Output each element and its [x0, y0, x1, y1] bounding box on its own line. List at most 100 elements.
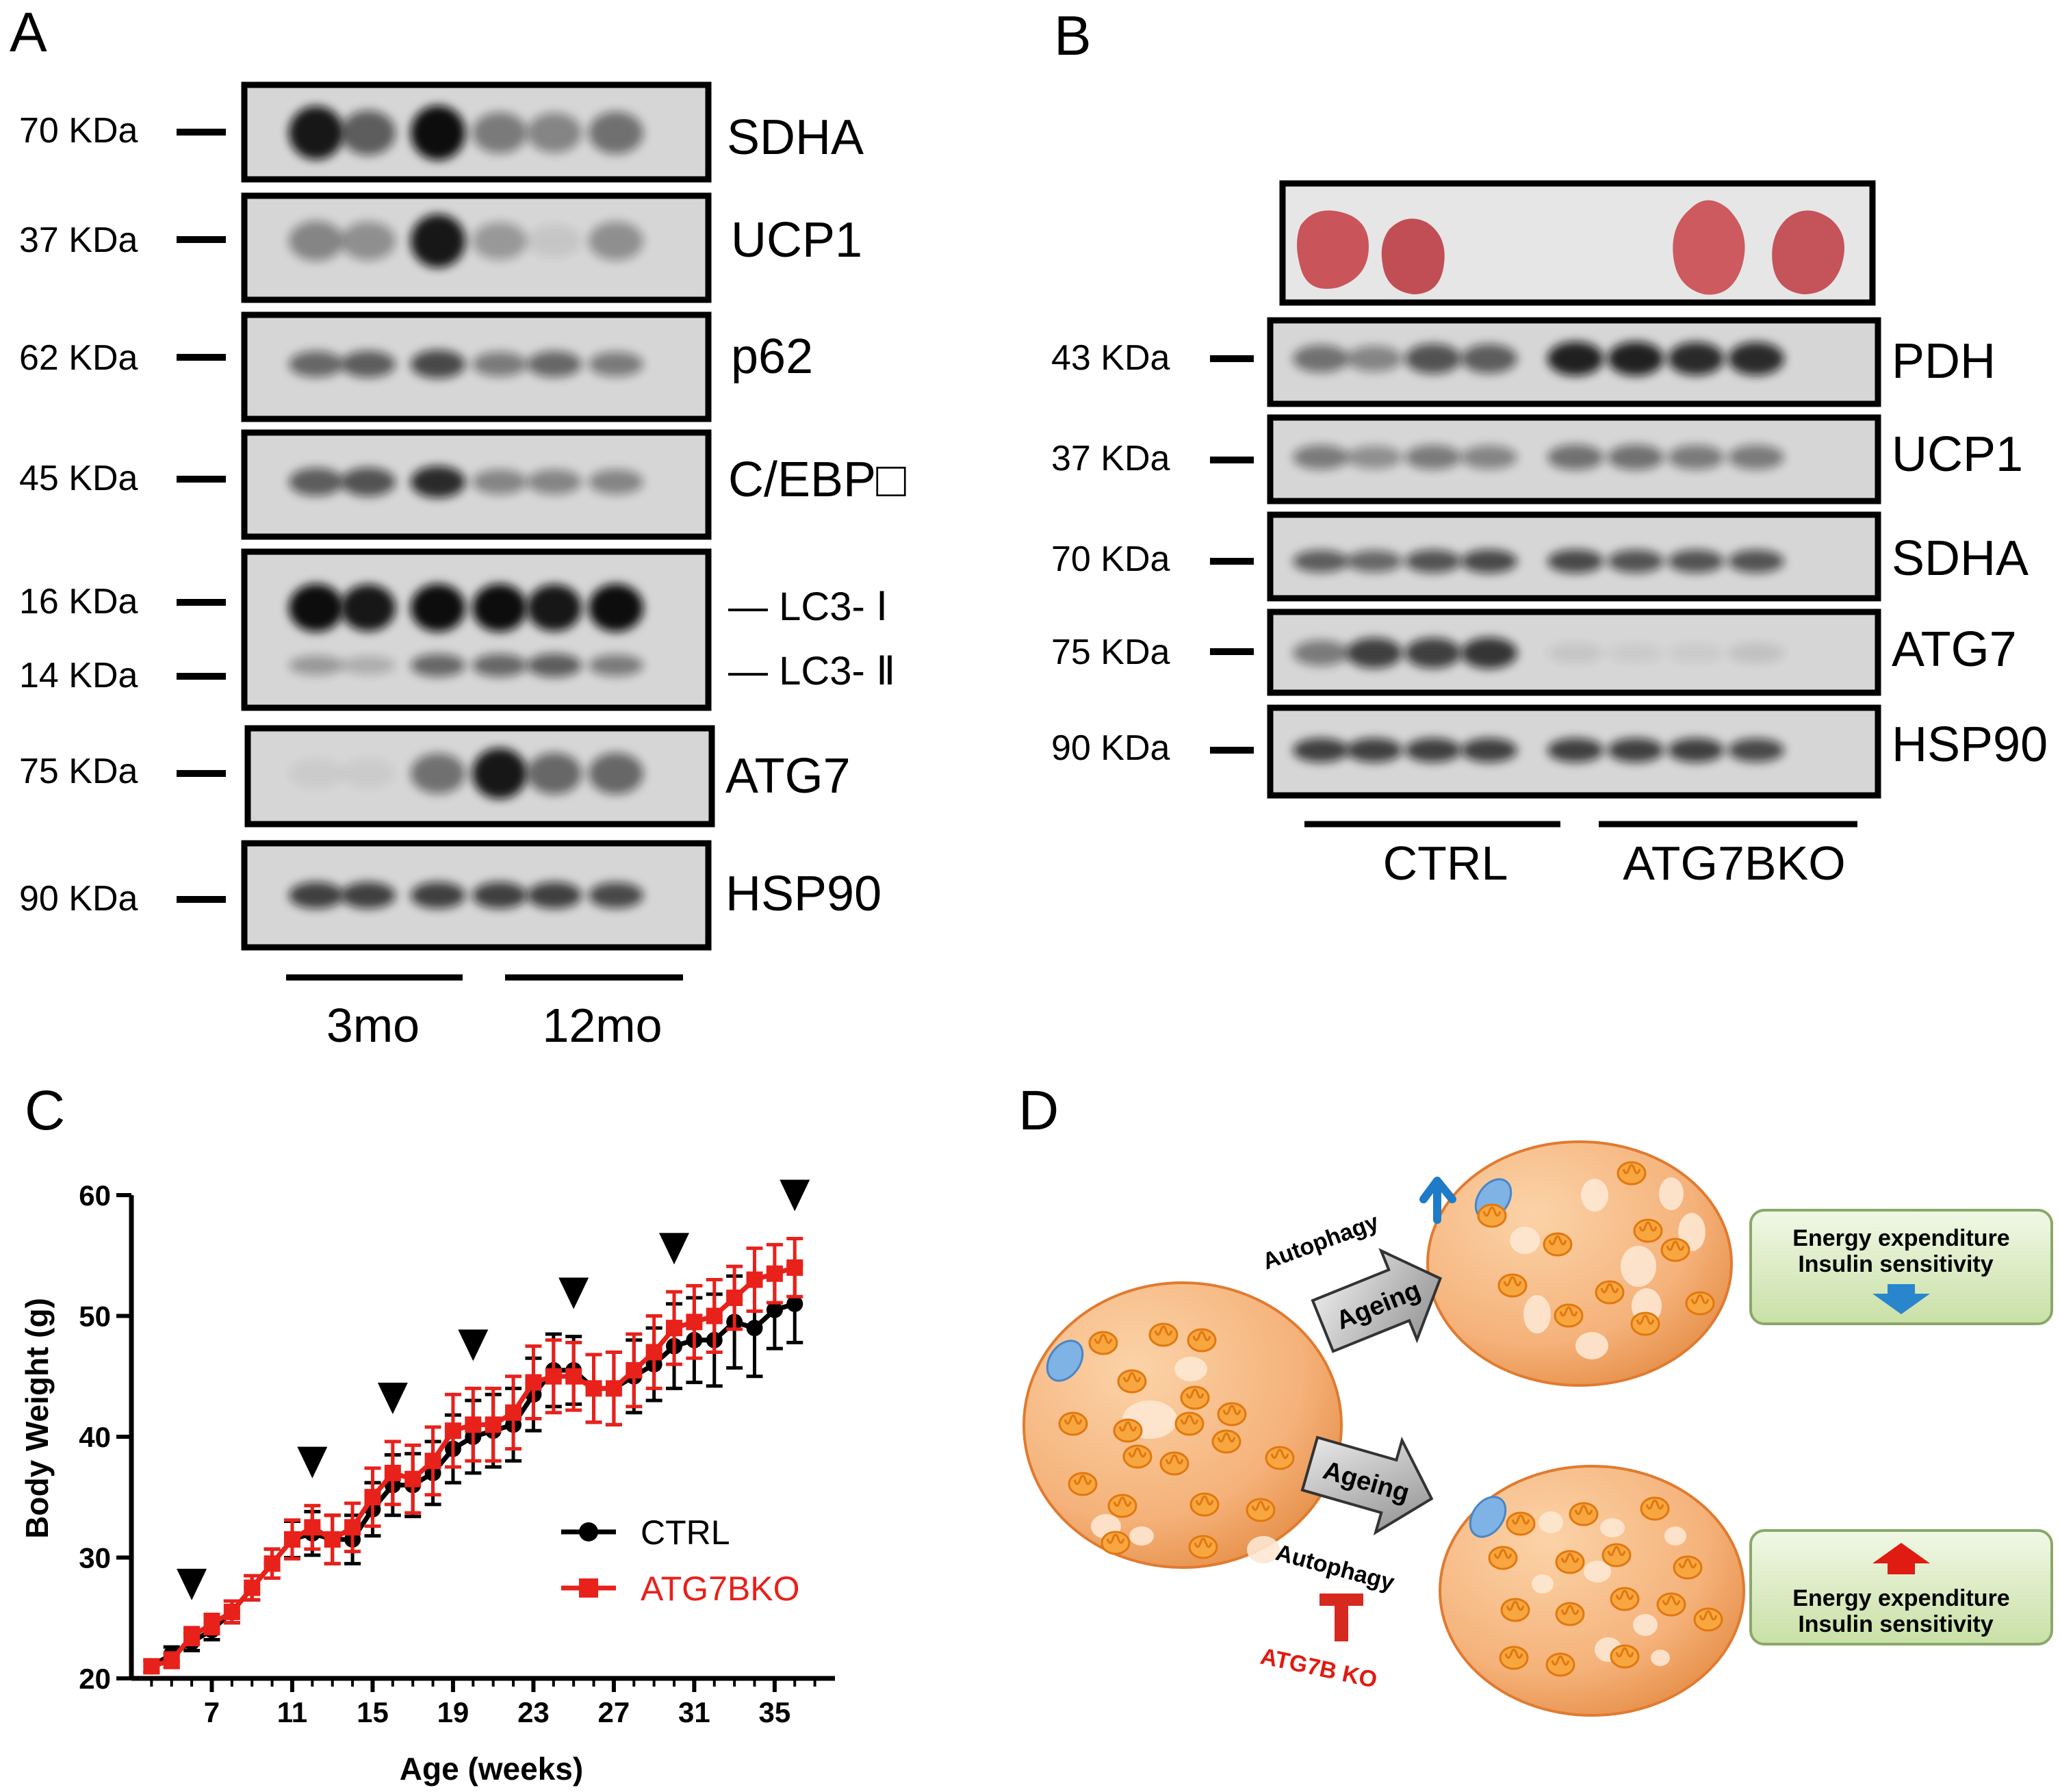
legend-label-ctrl: CTRL [641, 1513, 730, 1552]
mitochondrion-icon [1601, 1543, 1632, 1567]
panel-a-band [341, 110, 396, 155]
panel-a-band [411, 105, 465, 160]
mitochondrion-icon [1100, 1531, 1131, 1555]
mitochondrion-icon [1660, 1238, 1690, 1262]
panel-b-band [1461, 738, 1517, 763]
panel-b-band [1608, 444, 1664, 470]
data-point [746, 1271, 763, 1288]
panel-a-band [289, 758, 344, 789]
data-point [324, 1531, 341, 1548]
mitochondrion-icon [1499, 1646, 1529, 1670]
panel-d-schematic: Ageing Autophagy Ageing Autophagy ATG7B … [1022, 1140, 2053, 1717]
panel-b-band [1405, 637, 1461, 669]
mitochondrion-icon [1117, 1369, 1147, 1394]
panel-b-band [1668, 738, 1724, 763]
data-point [545, 1368, 562, 1385]
legend-label-atg7bko: ATG7BKO [641, 1570, 799, 1608]
data-point [605, 1380, 622, 1397]
significance-arrow-icon [780, 1179, 810, 1212]
panel-a-band [527, 882, 582, 909]
data-point [244, 1579, 261, 1596]
significance-arrow-icon [659, 1233, 690, 1265]
panel-b-protein-label: HSP90 [1892, 717, 2048, 772]
panel-a-band [289, 468, 344, 496]
result-box-top: Energy expenditure Insulin sensitivity [1749, 1209, 2053, 1325]
data-point [726, 1290, 743, 1307]
panel-a-mw-label: 14 KDa [19, 656, 138, 695]
panel-b-band [1728, 342, 1784, 376]
mitochondrion-icon [1500, 1598, 1530, 1622]
panel-a-band [472, 351, 527, 377]
panel-a-mw-label: 90 KDa [19, 879, 138, 919]
y-tick-label: 40 [79, 1421, 111, 1453]
panel-a-band [527, 350, 582, 378]
mitochondrion-icon [1610, 1644, 1640, 1669]
panel-b-band [1293, 344, 1349, 373]
significance-arrow-icon [558, 1277, 589, 1309]
panel-b-band [1728, 550, 1784, 573]
data-point [203, 1615, 220, 1633]
panel-a-band [472, 222, 527, 260]
panel-a-band [589, 351, 643, 377]
panel-b-band [1346, 637, 1402, 669]
panel-a-group-label: 12mo [542, 999, 662, 1052]
panel-b-band [1346, 446, 1402, 469]
ko-label: ATG7B KO [1258, 1643, 1379, 1693]
mitochondrion-icon [1187, 1328, 1217, 1353]
panel-b-band [1608, 643, 1664, 663]
panel-a-mw-label: 16 KDa [19, 582, 138, 622]
panel-b-band [1608, 342, 1664, 376]
mitochondrion-icon [1554, 1303, 1584, 1328]
panel-b-band [1547, 342, 1604, 376]
mitochondrion-icon [1148, 1322, 1179, 1347]
mitochondrion-icon [1180, 1385, 1210, 1410]
mitochondrion-icon [1656, 1592, 1686, 1617]
chart-arrow-markers [177, 1179, 810, 1600]
data-point [444, 1422, 461, 1439]
mitochondrion-icon [1633, 1218, 1663, 1243]
autophagy-up-arrow-icon [1419, 1177, 1456, 1224]
panel-a-band [589, 469, 643, 495]
lipid-droplet [1247, 1536, 1280, 1563]
mitochondrion-icon [1107, 1494, 1137, 1518]
data-point [163, 1652, 180, 1669]
mitochondrion-icon [1693, 1607, 1723, 1632]
mitochondrion-icon [1246, 1498, 1276, 1522]
adipocyte-cell-aged-ko [1439, 1465, 1745, 1717]
panel-a-band [527, 584, 582, 632]
data-point [645, 1344, 662, 1361]
panel-a-band [411, 465, 465, 498]
data-point [384, 1464, 401, 1481]
mitochondrion-icon [1506, 1511, 1536, 1536]
x-tick-label: 31 [678, 1696, 710, 1728]
mitochondrion-icon [1685, 1291, 1715, 1316]
chart-x-axis-label: Age (weeks) [400, 1751, 583, 1787]
data-point [263, 1555, 281, 1572]
mitochondrion-icon [1610, 1587, 1640, 1611]
data-point [686, 1314, 703, 1331]
chart-series [143, 1237, 803, 1675]
panel-a-band [289, 655, 344, 676]
panel-b-band [1461, 637, 1517, 669]
mitochondrion-icon [1497, 1273, 1528, 1298]
panel-b-band [1405, 550, 1461, 573]
panel-b-band [1668, 550, 1724, 573]
data-point [565, 1368, 582, 1385]
chart-legend: CTRL ATG7BKO [561, 1513, 799, 1608]
panel-b-band [1547, 444, 1604, 470]
panel-a-band [341, 656, 396, 675]
panel-a-band [341, 882, 396, 909]
panel-b-mw-label: 43 KDa [1051, 338, 1170, 378]
panel-a-band [589, 584, 643, 632]
mitochondrion-icon [1189, 1492, 1220, 1517]
ageing-arrow-bottom: Ageing [1300, 1435, 1434, 1536]
lipid-droplet [1523, 1295, 1551, 1333]
mitochondrion-icon [1477, 1203, 1507, 1228]
legend-item-ctrl: CTRL [561, 1513, 730, 1552]
panel-b-band [1608, 550, 1664, 573]
y-tick-label: 50 [79, 1301, 111, 1333]
panel-a-protein-label: UCP1 [731, 213, 862, 268]
panel-a-band [472, 747, 527, 799]
lipid-droplet [1584, 1561, 1611, 1583]
